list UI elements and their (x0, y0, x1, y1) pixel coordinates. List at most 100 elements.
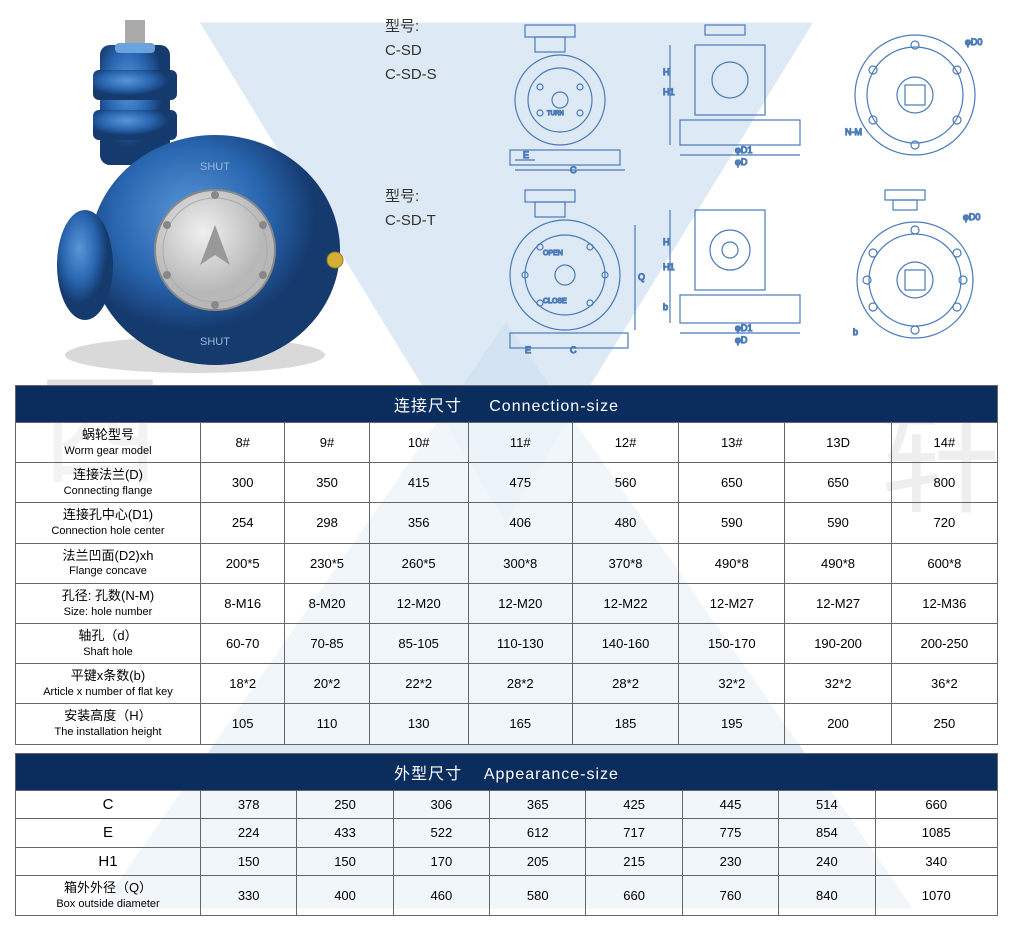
data-cell: 400 (297, 876, 393, 916)
data-cell: 250 (297, 790, 393, 819)
data-cell: 230 (682, 847, 778, 876)
data-cell: 330 (201, 876, 297, 916)
data-cell: 480 (572, 503, 678, 543)
data-cell: 8-M20 (285, 583, 369, 623)
svg-text:φD: φD (735, 335, 748, 345)
product-photo: SHUT SHUT (15, 15, 365, 375)
data-cell: 205 (490, 847, 586, 876)
data-cell: 12-M20 (468, 583, 572, 623)
data-cell: 600*8 (891, 543, 997, 583)
data-cell: 580 (490, 876, 586, 916)
data-cell: 425 (586, 790, 682, 819)
data-cell: 150-170 (679, 623, 785, 663)
data-cell: 110 (285, 704, 369, 744)
data-cell: 200 (785, 704, 891, 744)
drawing-side-2: φD φD1 H H1 b (660, 185, 820, 345)
data-cell: 660 (586, 876, 682, 916)
data-cell: 350 (285, 463, 369, 503)
data-cell: 840 (779, 876, 875, 916)
data-cell: 660 (875, 790, 997, 819)
data-cell: 12-M22 (572, 583, 678, 623)
data-cell: 760 (682, 876, 778, 916)
data-cell: 250 (891, 704, 997, 744)
svg-text:E: E (525, 345, 531, 355)
data-cell: 32*2 (785, 664, 891, 704)
drawing-bottom-1: φD0 N-M (835, 15, 995, 175)
svg-text:b: b (853, 327, 858, 337)
data-cell: 215 (586, 847, 682, 876)
data-cell: 12-M36 (891, 583, 997, 623)
data-cell: 406 (468, 503, 572, 543)
svg-text:TURN: TURN (547, 111, 564, 117)
data-cell: 12-M27 (785, 583, 891, 623)
data-cell: 490*8 (679, 543, 785, 583)
svg-text:b: b (663, 302, 668, 312)
data-cell: 20*2 (285, 664, 369, 704)
data-cell: 365 (490, 790, 586, 819)
data-cell: 165 (468, 704, 572, 744)
row-label: 连接孔中心(D1)Connection hole center (16, 503, 201, 543)
data-cell: 200-250 (891, 623, 997, 663)
svg-text:SHUT: SHUT (200, 336, 230, 348)
model-label-1: 型号: C-SD C-SD-S (385, 15, 485, 87)
data-cell: 1085 (875, 819, 997, 848)
data-cell: 522 (393, 819, 489, 848)
row-label: 轴孔（d）Shaft hole (16, 623, 201, 663)
column-header: 13# (679, 423, 785, 463)
column-header: 14# (891, 423, 997, 463)
data-cell: 650 (785, 463, 891, 503)
data-cell: 18*2 (201, 664, 285, 704)
data-cell: 445 (682, 790, 778, 819)
svg-text:Q: Q (638, 272, 645, 282)
data-cell: 12-M27 (679, 583, 785, 623)
data-cell: 490*8 (785, 543, 891, 583)
data-cell: 590 (679, 503, 785, 543)
data-cell: 195 (679, 704, 785, 744)
svg-text:H: H (663, 67, 670, 77)
column-header: 12# (572, 423, 678, 463)
row-label: 平键x条数(b)Article x number of flat key (16, 664, 201, 704)
data-cell: 370*8 (572, 543, 678, 583)
data-cell: 254 (201, 503, 285, 543)
svg-text:φD0: φD0 (963, 212, 980, 222)
data-cell: 60-70 (201, 623, 285, 663)
data-cell: 260*5 (369, 543, 468, 583)
data-cell: 185 (572, 704, 678, 744)
drawing-front-1: C E TURN (485, 15, 645, 175)
table2-title: 外型尺寸 Appearance-size (16, 753, 998, 790)
connection-size-table: 连接尺寸 Connection-size 蜗轮型号Worm gear model… (15, 385, 998, 745)
data-cell: 590 (785, 503, 891, 543)
row-label: H1 (16, 847, 201, 876)
data-cell: 200*5 (201, 543, 285, 583)
data-cell: 70-85 (285, 623, 369, 663)
svg-text:C: C (570, 165, 577, 175)
data-cell: 150 (297, 847, 393, 876)
row-label: 安装高度（H）The installation height (16, 704, 201, 744)
data-cell: 32*2 (679, 664, 785, 704)
row-label: 箱外外径（Q）Box outside diameter (16, 876, 201, 916)
row-label: 孔径: 孔数(N-M)Size: hole number (16, 583, 201, 623)
data-cell: 8-M16 (201, 583, 285, 623)
svg-text:OPEN: OPEN (543, 250, 563, 257)
drawing-bottom-2: φD0 b (835, 185, 995, 345)
row-label: 法兰凹面(D2)xhFlange concave (16, 543, 201, 583)
data-cell: 720 (891, 503, 997, 543)
column-header: 9# (285, 423, 369, 463)
data-cell: 110-130 (468, 623, 572, 663)
data-cell: 130 (369, 704, 468, 744)
column-header: 8# (201, 423, 285, 463)
svg-text:CLOSE: CLOSE (543, 298, 567, 305)
data-cell: 717 (586, 819, 682, 848)
data-cell: 1070 (875, 876, 997, 916)
svg-text:C: C (570, 345, 577, 355)
row-label: C (16, 790, 201, 819)
data-cell: 340 (875, 847, 997, 876)
svg-text:φD: φD (735, 157, 748, 167)
table1-title: 连接尺寸 Connection-size (16, 386, 998, 423)
data-cell: 460 (393, 876, 489, 916)
svg-text:H: H (663, 237, 670, 247)
data-cell: 230*5 (285, 543, 369, 583)
data-cell: 775 (682, 819, 778, 848)
data-cell: 190-200 (785, 623, 891, 663)
appearance-size-table: 外型尺寸 Appearance-size C378250306365425445… (15, 753, 998, 917)
